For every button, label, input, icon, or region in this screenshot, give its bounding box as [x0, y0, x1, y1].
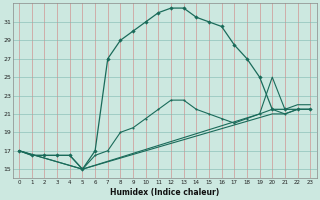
X-axis label: Humidex (Indice chaleur): Humidex (Indice chaleur) [110, 188, 219, 197]
